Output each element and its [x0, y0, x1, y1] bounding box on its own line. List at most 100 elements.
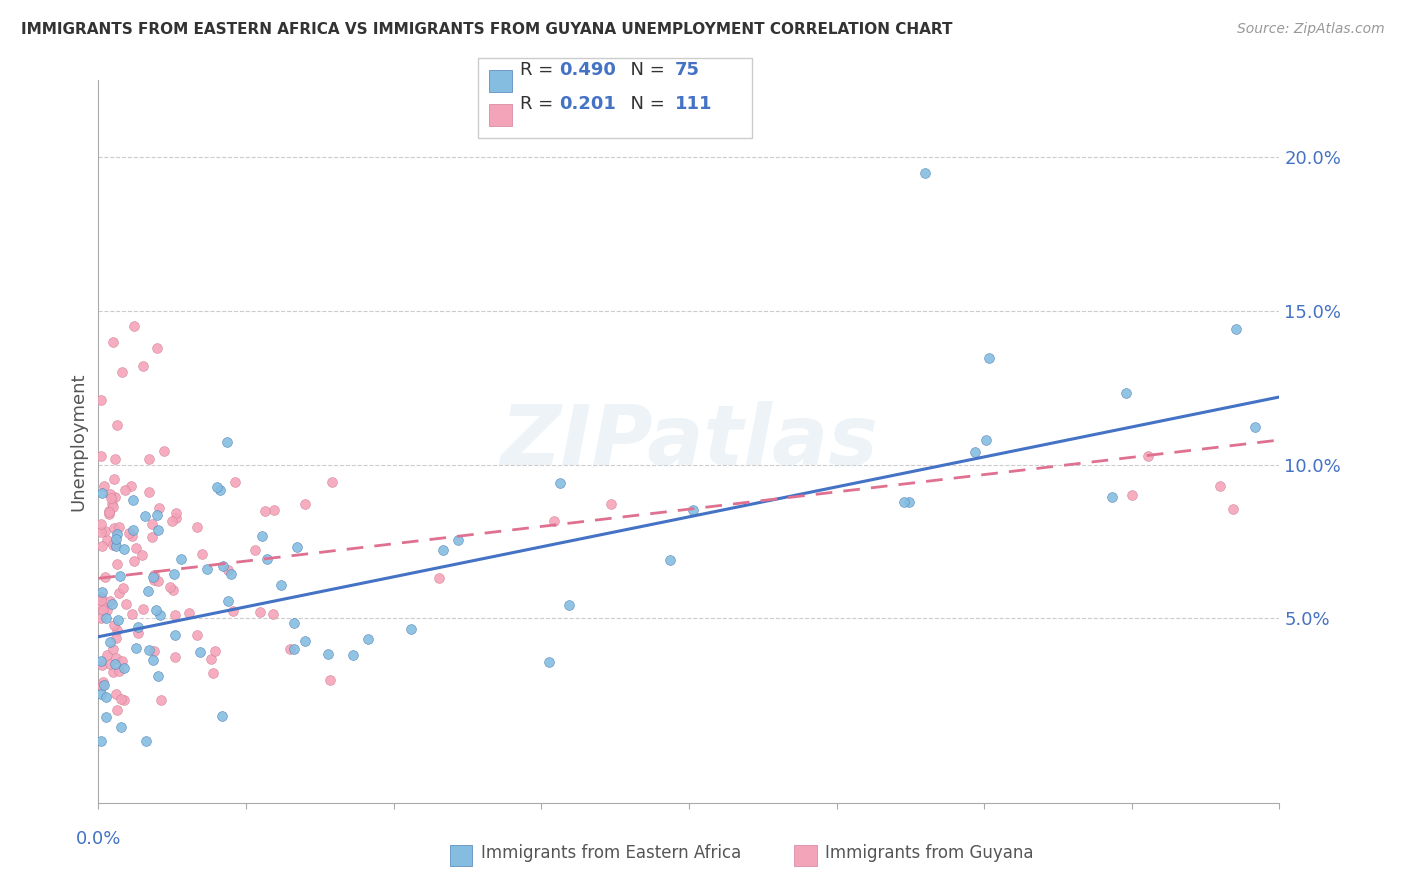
Point — [97, 507, 120, 521]
Point — [285, 541, 308, 555]
Point — [91, 674, 114, 689]
Point — [283, 642, 305, 657]
Point — [91, 539, 114, 553]
Point — [256, 552, 278, 566]
Point — [142, 573, 165, 587]
Point — [204, 644, 226, 658]
Point — [146, 574, 169, 589]
Point — [127, 625, 149, 640]
Point — [98, 635, 121, 649]
Point — [118, 526, 141, 541]
Point — [98, 657, 121, 672]
Point — [1222, 501, 1244, 516]
Text: R =: R = — [520, 95, 560, 113]
Point — [105, 557, 128, 571]
Point — [893, 495, 915, 509]
Point — [93, 570, 115, 584]
Point — [90, 687, 112, 701]
Point — [153, 443, 176, 458]
Point — [146, 523, 169, 537]
Point — [96, 533, 118, 547]
Point — [141, 516, 163, 531]
Point — [112, 542, 135, 557]
Point — [96, 603, 118, 617]
Point — [254, 503, 277, 517]
Point — [165, 607, 187, 622]
Point — [898, 495, 921, 509]
Text: Immigrants from Guyana: Immigrants from Guyana — [825, 844, 1033, 862]
Point — [127, 620, 149, 634]
Point — [160, 514, 183, 528]
Point — [146, 508, 169, 522]
Text: Source: ZipAtlas.com: Source: ZipAtlas.com — [1237, 22, 1385, 37]
Point — [212, 559, 235, 574]
Point — [103, 334, 125, 349]
Point — [90, 516, 112, 531]
Point — [98, 594, 121, 608]
Point — [447, 533, 470, 547]
Point — [222, 604, 245, 618]
Point — [134, 508, 156, 523]
Point — [543, 514, 565, 528]
Point — [186, 628, 208, 642]
Point — [90, 524, 112, 539]
Point — [104, 451, 127, 466]
Text: Immigrants from Eastern Africa: Immigrants from Eastern Africa — [481, 844, 741, 862]
Point — [90, 734, 112, 748]
Point — [93, 524, 115, 538]
Point — [94, 710, 117, 724]
Point — [132, 601, 155, 615]
Point — [110, 692, 132, 706]
Point — [103, 521, 125, 535]
Point — [105, 703, 128, 717]
Point — [138, 643, 160, 657]
Point — [1209, 479, 1232, 493]
Point — [90, 593, 112, 607]
Point — [342, 648, 364, 662]
Point — [249, 605, 271, 619]
Point — [97, 503, 120, 517]
Text: N =: N = — [619, 61, 671, 78]
Point — [974, 434, 997, 448]
Point — [401, 622, 423, 636]
Point — [138, 485, 160, 500]
Point — [262, 607, 284, 621]
Point — [142, 568, 165, 582]
Point — [90, 611, 112, 625]
Point — [112, 581, 135, 595]
Point — [124, 641, 146, 656]
Text: 111: 111 — [675, 95, 713, 113]
Point — [110, 720, 132, 734]
Text: 0.490: 0.490 — [560, 61, 616, 78]
Point — [104, 657, 127, 671]
Point — [100, 487, 122, 501]
Point — [115, 597, 138, 611]
Point — [108, 569, 131, 583]
Point — [914, 165, 936, 179]
Point — [211, 709, 233, 723]
Point — [217, 435, 239, 450]
Point — [121, 607, 143, 622]
Point — [136, 583, 159, 598]
Point — [142, 653, 165, 667]
Point — [107, 613, 129, 627]
Point — [195, 562, 218, 576]
Point — [90, 680, 112, 694]
Point — [548, 475, 571, 490]
Point — [163, 566, 186, 581]
Point — [90, 449, 112, 463]
Point — [321, 475, 343, 489]
Point — [125, 541, 148, 556]
Point — [94, 690, 117, 704]
Point — [91, 599, 114, 613]
Y-axis label: Unemployment: Unemployment — [69, 372, 87, 511]
Point — [108, 664, 131, 678]
Point — [243, 543, 266, 558]
Point — [104, 539, 127, 553]
Point — [188, 645, 211, 659]
Point — [149, 692, 172, 706]
Point — [200, 652, 222, 666]
Point — [122, 523, 145, 537]
Text: IMMIGRANTS FROM EASTERN AFRICA VS IMMIGRANTS FROM GUYANA UNEMPLOYMENT CORRELATIO: IMMIGRANTS FROM EASTERN AFRICA VS IMMIGR… — [21, 22, 953, 37]
Point — [98, 504, 121, 518]
